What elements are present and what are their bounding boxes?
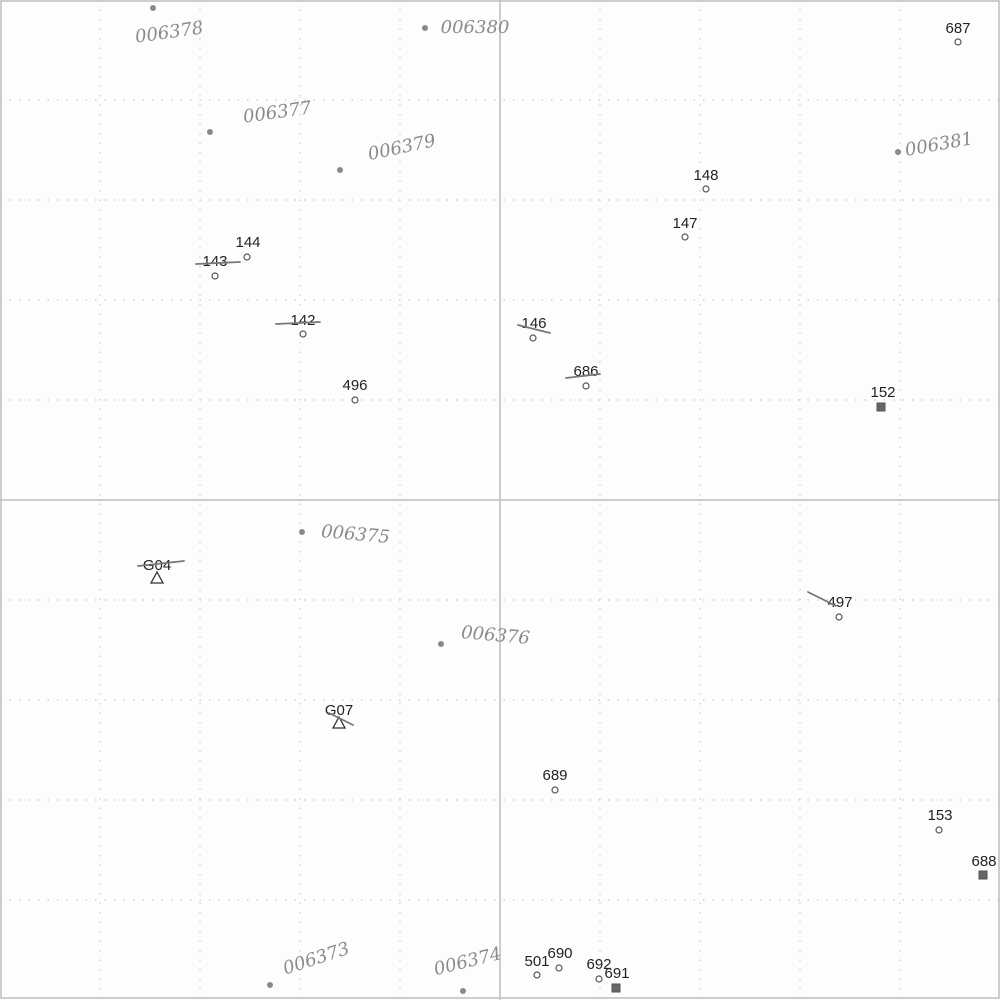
survey-point-143: 143: [202, 253, 228, 280]
pencil-dot-icon: [438, 641, 444, 647]
point-label: 497: [827, 594, 852, 611]
circle-marker-icon: [551, 786, 559, 794]
circle-marker-icon: [533, 971, 541, 979]
pencil-dot-icon: [460, 988, 466, 994]
handwritten-note: 006380: [422, 17, 509, 38]
survey-point-142: 142: [290, 312, 316, 338]
survey-point-497: 497: [827, 594, 853, 621]
pencil-dot-icon: [150, 5, 156, 11]
pencil-stroke: [137, 560, 185, 567]
survey-point-152: 152: [870, 384, 896, 412]
pencil-dot-icon: [895, 149, 901, 155]
pencil-dot-icon: [422, 25, 428, 31]
handwritten-reference: 006378: [134, 17, 205, 47]
circle-marker-icon: [835, 613, 843, 621]
square-marker-icon: [611, 983, 621, 993]
pencil-dot-icon: [337, 167, 343, 173]
survey-point-687: 687: [945, 20, 971, 46]
pencil-stroke: [328, 712, 354, 726]
handwritten-note: 006374: [432, 943, 504, 994]
pencil-dot-icon: [267, 982, 273, 988]
handwritten-reference: 006373: [280, 938, 352, 979]
point-label: 687: [945, 20, 970, 37]
pencil-stroke: [565, 373, 601, 379]
survey-point-689: 689: [542, 767, 568, 794]
survey-point-146: 146: [521, 315, 547, 342]
handwritten-reference: 006376: [460, 622, 530, 649]
handwritten-note: 006377: [207, 97, 313, 135]
triangle-marker-icon: [149, 570, 165, 584]
survey-point-G07: G07: [325, 702, 353, 729]
pencil-dot-icon: [207, 129, 213, 135]
square-marker-icon: [876, 402, 886, 412]
pencil-stroke: [195, 261, 241, 265]
pencil-marks: [137, 261, 837, 726]
survey-point-501: 501: [524, 953, 550, 979]
circle-marker-icon: [243, 253, 251, 261]
handwritten-reference: 006379: [366, 130, 438, 165]
circle-marker-icon: [211, 272, 219, 280]
point-label: 152: [870, 384, 895, 401]
point-label: 690: [547, 945, 572, 962]
survey-point-147: 147: [672, 215, 698, 241]
pencil-stroke: [517, 324, 551, 334]
survey-point-496: 496: [342, 377, 368, 404]
square-marker-icon: [978, 870, 988, 880]
point-label: 689: [542, 767, 567, 784]
circle-marker-icon: [582, 382, 590, 390]
circle-marker-icon: [954, 38, 962, 46]
survey-point-G04: G04: [143, 557, 171, 584]
circle-marker-icon: [935, 826, 943, 834]
circle-marker-icon: [299, 330, 307, 338]
point-label: 501: [524, 953, 549, 970]
pencil-stroke: [807, 591, 837, 607]
handwritten-note: 006376: [438, 622, 531, 649]
circle-marker-icon: [702, 185, 710, 193]
handwritten-note: 006375: [299, 521, 391, 548]
triangle-marker-icon: [331, 715, 347, 729]
survey-point-148: 148: [693, 167, 719, 193]
circle-marker-icon: [681, 233, 689, 241]
point-label: 691: [604, 965, 629, 982]
handwritten-note: 006379: [337, 130, 438, 173]
point-label: 496: [342, 377, 367, 394]
survey-point-688: 688: [971, 853, 997, 880]
survey-point-690: 690: [547, 945, 573, 972]
point-label: 688: [971, 853, 996, 870]
point-label: 142: [290, 312, 315, 329]
handwritten-reference: 006375: [320, 521, 390, 548]
point-label: 148: [693, 167, 718, 184]
handwritten-note: 006373: [267, 938, 352, 988]
point-label: G07: [325, 702, 353, 719]
handwritten-reference: 006377: [242, 97, 314, 127]
handwritten-note: 006381: [895, 128, 975, 161]
point-label: 147: [672, 215, 697, 232]
survey-point-692: 692: [586, 956, 612, 983]
circle-marker-icon: [555, 964, 563, 972]
handwritten-reference: 006381: [903, 128, 974, 161]
point-label: 692: [586, 956, 611, 973]
circle-marker-icon: [351, 396, 359, 404]
circle-marker-icon: [595, 975, 603, 983]
point-label: 153: [927, 807, 952, 824]
circle-marker-icon: [529, 334, 537, 342]
point-label: 144: [235, 234, 260, 251]
survey-point-153: 153: [927, 807, 953, 834]
point-label: G04: [143, 557, 171, 574]
handwritten-note: 006378: [134, 5, 205, 48]
pencil-dot-icon: [299, 529, 305, 535]
survey-point-691: 691: [604, 965, 630, 993]
survey-point-144: 144: [235, 234, 261, 261]
handwritten-reference: 006380: [441, 17, 510, 38]
point-label: 143: [202, 253, 227, 270]
pencil-stroke: [275, 321, 321, 325]
handwritten-reference: 006374: [432, 943, 504, 980]
